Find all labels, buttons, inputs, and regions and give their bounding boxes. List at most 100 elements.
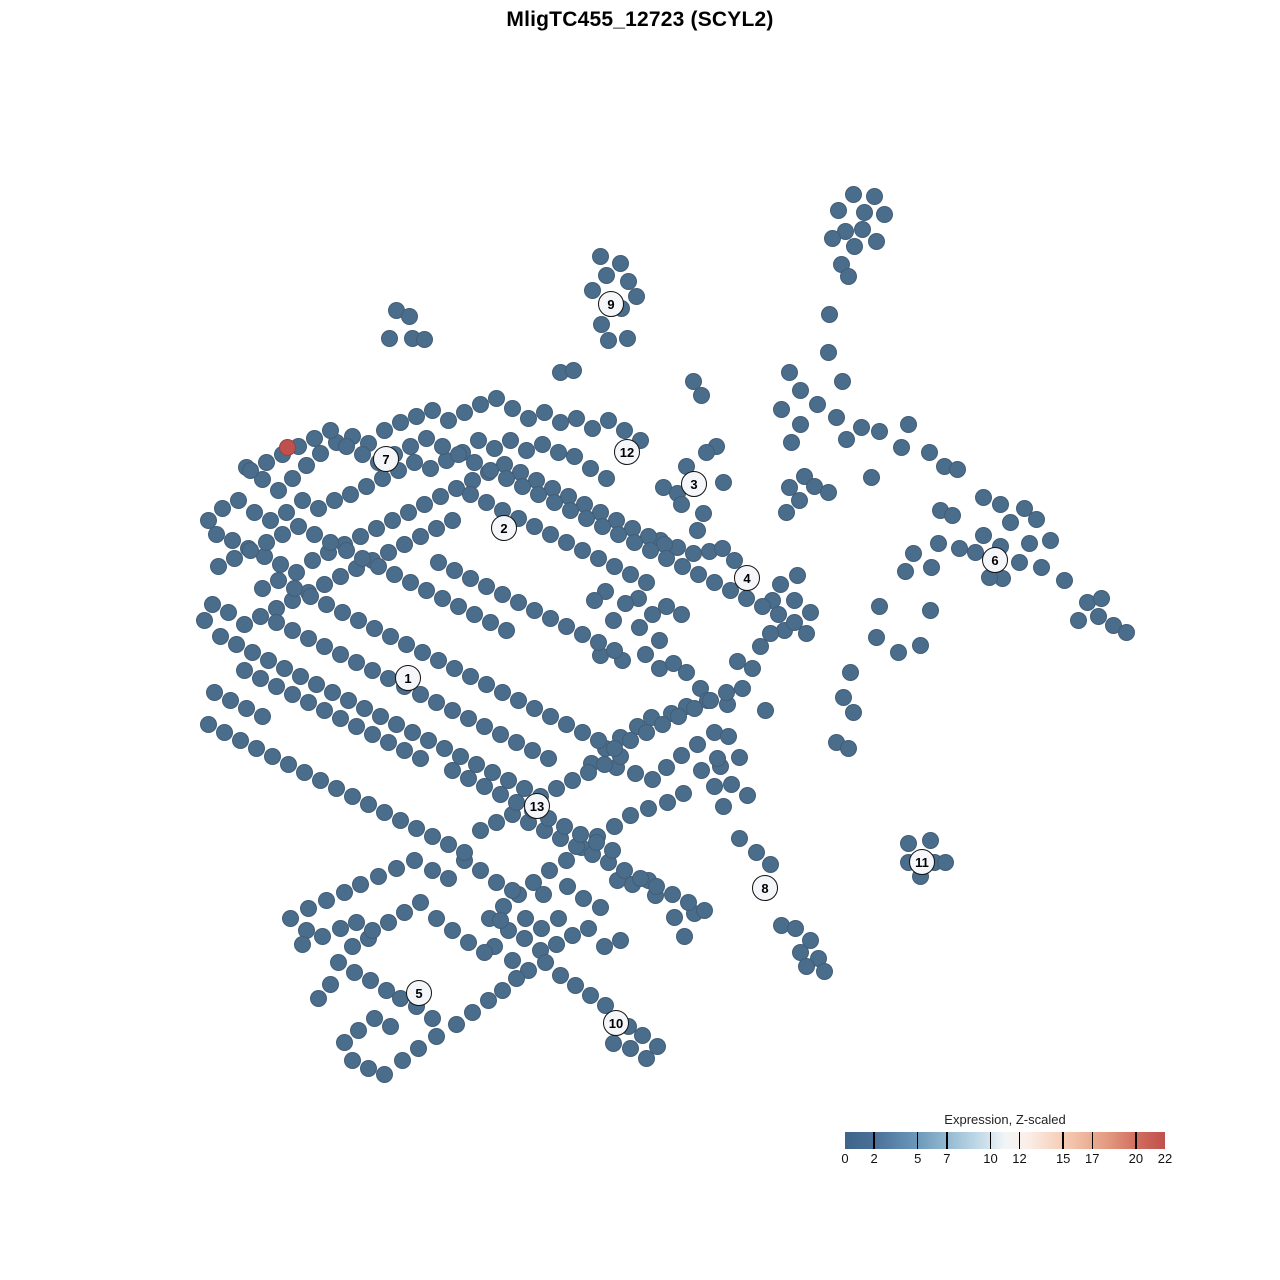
scatter-point bbox=[403, 723, 421, 741]
scatter-point bbox=[573, 541, 591, 559]
scatter-point bbox=[377, 981, 395, 999]
scatter-point bbox=[658, 793, 676, 811]
scatter-point bbox=[705, 573, 723, 591]
scatter-point bbox=[479, 991, 497, 1009]
scatter-point bbox=[477, 493, 495, 511]
scatter-point bbox=[844, 185, 862, 203]
scatter-point bbox=[491, 911, 509, 929]
scatter-point bbox=[525, 517, 543, 535]
scatter-point bbox=[331, 567, 349, 585]
scatter-point bbox=[353, 445, 371, 463]
scatter-point bbox=[289, 517, 307, 535]
scatter-point bbox=[694, 504, 712, 522]
scatter-point bbox=[253, 579, 271, 597]
scatter-point bbox=[509, 691, 527, 709]
scatter-point bbox=[379, 669, 397, 687]
scatter-point bbox=[892, 438, 910, 456]
scatter-point bbox=[547, 935, 565, 953]
scatter-point bbox=[1001, 513, 1019, 531]
scatter-point bbox=[277, 503, 295, 521]
scatter-point bbox=[523, 741, 541, 759]
scatter-point bbox=[591, 898, 609, 916]
scatter-point bbox=[431, 487, 449, 505]
scatter-point bbox=[643, 605, 661, 623]
colorbar-tickmark bbox=[1062, 1132, 1064, 1149]
scatter-point bbox=[497, 621, 515, 639]
scatter-point bbox=[321, 421, 339, 439]
scatter-point bbox=[375, 421, 393, 439]
scatter-point bbox=[611, 931, 629, 949]
scatter-point bbox=[708, 749, 726, 767]
scatter-point bbox=[605, 817, 623, 835]
scatter-point bbox=[309, 499, 327, 517]
scatter-point bbox=[223, 531, 241, 549]
scatter-point bbox=[943, 506, 961, 524]
scatter-point bbox=[503, 951, 521, 969]
scatter-point bbox=[359, 795, 377, 813]
scatter-point bbox=[780, 478, 798, 496]
scatter-point bbox=[451, 747, 469, 765]
scatter-point bbox=[491, 785, 509, 803]
scatter-point bbox=[637, 573, 655, 591]
scatter-point bbox=[487, 813, 505, 831]
scatter-point bbox=[672, 605, 690, 623]
scatter-point bbox=[343, 1051, 361, 1069]
scatter-point bbox=[591, 247, 609, 265]
scatter-point bbox=[213, 499, 231, 517]
scatter-point bbox=[471, 395, 489, 413]
scatter-point bbox=[1069, 611, 1087, 629]
scatter-point bbox=[301, 587, 319, 605]
scatter-point bbox=[675, 927, 693, 945]
cluster-label-10: 10 bbox=[603, 1010, 629, 1036]
scatter-point bbox=[317, 595, 335, 613]
scatter-point bbox=[615, 421, 633, 439]
scatter-point bbox=[701, 691, 719, 709]
scatter-point bbox=[423, 1009, 441, 1027]
scatter-point bbox=[429, 553, 447, 571]
scatter-point bbox=[369, 867, 387, 885]
scatter-point bbox=[379, 543, 397, 561]
scatter-point bbox=[221, 691, 239, 709]
scatter-point bbox=[549, 443, 567, 461]
scatter-point bbox=[605, 641, 623, 659]
scatter-point bbox=[299, 629, 317, 647]
scatter-point bbox=[427, 519, 445, 537]
scatter-point bbox=[540, 861, 558, 879]
scatter-point bbox=[561, 501, 579, 519]
scatter-point bbox=[837, 430, 855, 448]
scatter-point bbox=[673, 557, 691, 575]
scatter-point bbox=[477, 577, 495, 595]
scatter-point bbox=[785, 591, 803, 609]
scatter-point bbox=[577, 509, 595, 527]
scatter-point bbox=[380, 329, 398, 347]
colorbar-tick-label: 10 bbox=[983, 1151, 998, 1166]
scatter-point bbox=[285, 579, 303, 597]
scatter-point bbox=[611, 254, 629, 272]
scatter-point bbox=[455, 843, 473, 861]
scatter-point bbox=[303, 551, 321, 569]
scatter-point bbox=[808, 395, 826, 413]
scatter-point bbox=[657, 597, 675, 615]
scatter-point bbox=[433, 589, 451, 607]
scatter-point bbox=[627, 287, 645, 305]
scatter-point bbox=[657, 758, 675, 776]
scatter-point bbox=[599, 331, 617, 349]
scatter-point bbox=[615, 861, 633, 879]
scatter-point bbox=[862, 468, 880, 486]
scatter-point bbox=[219, 603, 237, 621]
scatter-point bbox=[536, 953, 554, 971]
scatter-point bbox=[439, 835, 457, 853]
colorbar-tickmark bbox=[946, 1132, 948, 1149]
scatter-point bbox=[663, 885, 681, 903]
scatter-point bbox=[475, 943, 493, 961]
scatter-point bbox=[351, 875, 369, 893]
scatter-point bbox=[1041, 531, 1059, 549]
scatter-point bbox=[618, 329, 636, 347]
scatter-point bbox=[195, 611, 213, 629]
scatter-point bbox=[541, 609, 559, 627]
scatter-point bbox=[465, 453, 483, 471]
scatter-point bbox=[283, 469, 301, 487]
scatter-point bbox=[637, 723, 655, 741]
scatter-point bbox=[1020, 534, 1038, 552]
scatter-point bbox=[636, 645, 654, 663]
